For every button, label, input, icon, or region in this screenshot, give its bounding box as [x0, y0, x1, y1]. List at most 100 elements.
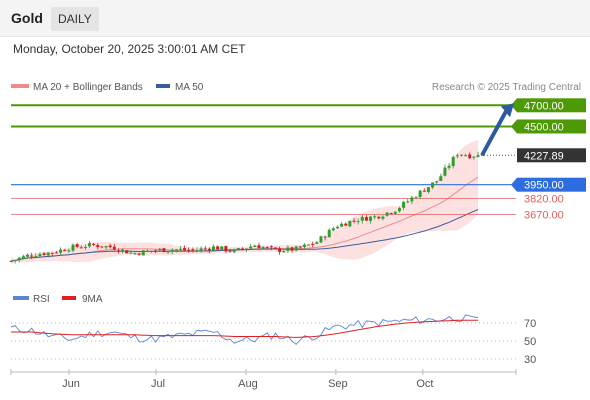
candle-body [335, 226, 339, 229]
candle-body [174, 249, 178, 251]
bollinger-band-fill [11, 140, 478, 266]
target-label-box [517, 119, 586, 134]
candle-body [369, 216, 373, 221]
candle-body [476, 155, 480, 158]
candle-body [422, 190, 426, 192]
rsi-level-label: 70 [524, 318, 536, 330]
x-tick-label: Jun [62, 378, 80, 390]
candle-body [265, 247, 269, 249]
candle-body [88, 243, 92, 247]
candle-body [232, 249, 236, 253]
candle-body [269, 246, 273, 248]
candle-body [414, 197, 418, 199]
target-label: 4500.00 [524, 121, 564, 133]
rsi-panel: 70 50 30 [10, 314, 536, 366]
candle-body [447, 165, 451, 168]
candle-body [323, 236, 327, 238]
period-selector[interactable]: DAILY [51, 7, 99, 31]
candle-body [426, 187, 430, 193]
candle-body [199, 248, 203, 251]
projection-arrow-head [501, 103, 514, 118]
candle-body [42, 253, 46, 256]
candle-body [236, 248, 240, 250]
candle-body [472, 156, 476, 158]
candle-body [331, 228, 335, 231]
candle-body [26, 254, 30, 257]
rsi-ma-legend-swatch [62, 296, 76, 300]
candle-body [79, 247, 83, 249]
candle-body [154, 250, 158, 252]
candle-body [38, 254, 42, 257]
rsi-legend-swatch [13, 296, 29, 300]
candle-body [183, 248, 187, 251]
candle-body [121, 249, 125, 251]
candle-body [302, 244, 306, 248]
candle-body [385, 212, 389, 216]
candle-body [431, 182, 435, 188]
candle-body [298, 246, 302, 248]
candle-body [344, 223, 348, 226]
candle-body [46, 252, 50, 256]
candle-body [410, 197, 414, 202]
candle-body [100, 246, 104, 248]
candle-body [187, 249, 191, 251]
candle-body [54, 252, 58, 254]
candle-body [216, 246, 220, 250]
candle-body [327, 229, 331, 238]
moving-averages [10, 176, 479, 262]
candle-body [141, 250, 145, 256]
candle-body [455, 155, 459, 157]
x-tick-label: Sep [328, 378, 348, 390]
candle-body [108, 245, 112, 248]
x-tick-label: Aug [238, 378, 258, 390]
candle-body [71, 244, 75, 251]
candle-body [30, 255, 34, 257]
candle-body [294, 246, 298, 251]
current-price-box [517, 148, 586, 163]
candle-body [75, 244, 79, 247]
candle-body [356, 221, 360, 223]
candle-body [459, 154, 463, 156]
candle-body [21, 256, 25, 259]
support-label: 3670.00 [524, 209, 564, 221]
candle-body [307, 244, 311, 246]
candle-body [137, 253, 141, 255]
candle-body [92, 243, 96, 245]
candle-body [104, 246, 108, 248]
target-label-pointer [511, 119, 517, 134]
target-label-box [517, 98, 586, 113]
candle-body [290, 247, 294, 251]
projection-arrow-shaft [480, 110, 508, 157]
candle-body [116, 250, 120, 252]
candle-body [170, 249, 174, 252]
candle-body [286, 247, 290, 251]
x-tick-label: Oct [416, 378, 433, 390]
pivot-label: 3950.00 [524, 180, 564, 192]
candle-body [348, 220, 352, 227]
rsi-level-label: 50 [524, 336, 536, 348]
candle-body [17, 257, 21, 261]
candle-body [397, 208, 401, 212]
candle-body [195, 250, 199, 252]
candle-body [50, 252, 54, 254]
target-label-pointer [511, 98, 517, 113]
projection-arrow [480, 103, 514, 157]
candle-body [364, 217, 368, 221]
candle-body [381, 216, 385, 219]
candle-body [125, 250, 129, 254]
candle-body [245, 248, 249, 250]
rsi-legend-label: RSI [33, 294, 50, 305]
candle-body [63, 250, 67, 252]
candle-body [468, 154, 472, 159]
candle-body [282, 251, 286, 253]
candle-body [257, 245, 261, 249]
candle-body [393, 211, 397, 214]
candle-body [439, 176, 443, 181]
candle-body [34, 256, 38, 258]
bollinger-bands [11, 140, 478, 266]
candle-body [212, 246, 216, 251]
candle-body [373, 216, 377, 218]
candle-body [13, 259, 17, 261]
rsi-ma-line [11, 319, 478, 338]
